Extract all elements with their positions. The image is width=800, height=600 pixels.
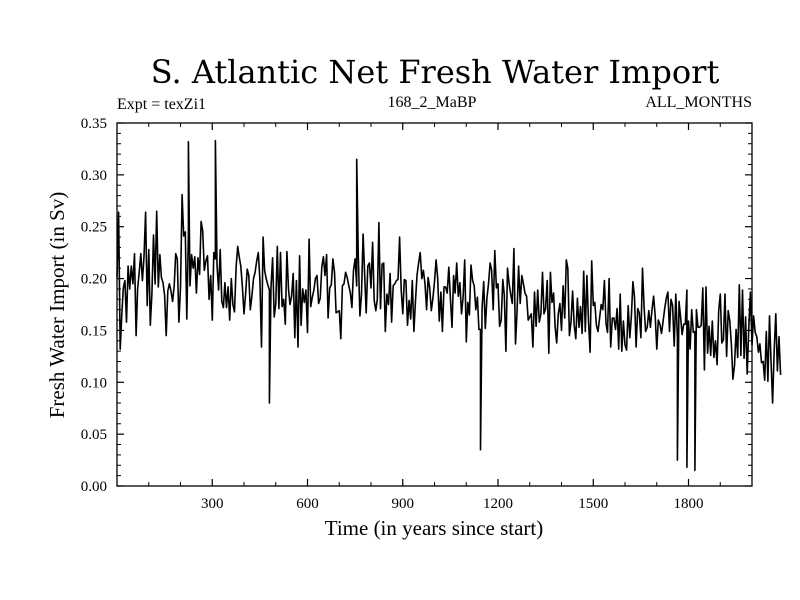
y-tick-label: 0.35	[81, 116, 107, 132]
x-tick-label: 1500	[578, 496, 608, 512]
y-tick-label: 0.00	[81, 479, 107, 495]
x-axis: 300 600 900 1200 1500 1800	[148, 123, 721, 512]
chart-title: S. Atlantic Net Fresh Water Import	[151, 53, 720, 91]
x-tick-label: 1800	[674, 496, 704, 512]
y-tick-label: 0.20	[81, 272, 107, 288]
experiment-label: Expt = texZi1	[117, 96, 206, 113]
x-tick-label: 1200	[483, 496, 513, 512]
y-tick-label: 0.10	[81, 375, 107, 391]
plot-area	[116, 122, 782, 487]
y-tick-label: 0.05	[81, 427, 107, 443]
x-tick-label: 600	[296, 496, 319, 512]
period-label: 168_2_MaBP	[388, 94, 477, 111]
y-axis: 0.00 0.05 0.10 0.15 0.20 0.25 0.30 0.35	[81, 116, 752, 495]
data-series-line	[116, 139, 782, 472]
x-tick-label: 900	[392, 496, 415, 512]
y-axis-label: Fresh Water Import (in Sv)	[45, 192, 69, 419]
y-tick-label: 0.25	[81, 220, 107, 236]
y-tick-label: 0.15	[81, 323, 107, 339]
y-tick-label: 0.30	[81, 168, 107, 184]
x-axis-label: Time (in years since start)	[325, 516, 544, 540]
months-label: ALL_MONTHS	[645, 94, 752, 111]
x-tick-label: 300	[201, 496, 224, 512]
